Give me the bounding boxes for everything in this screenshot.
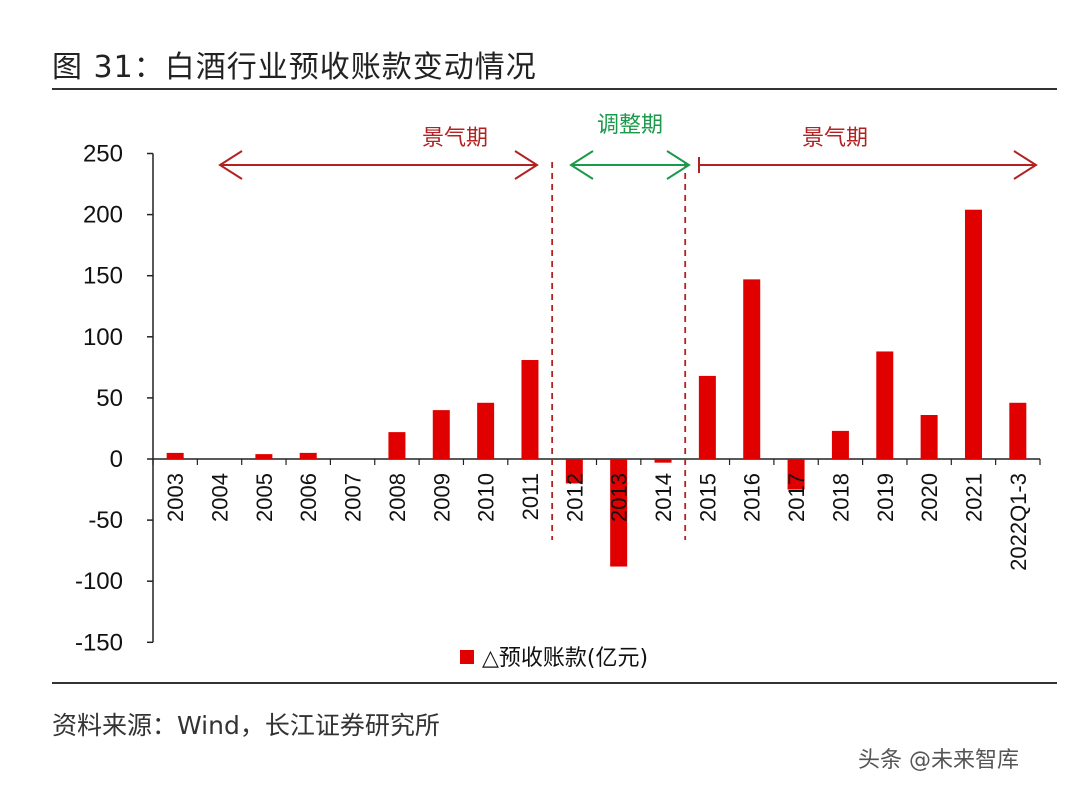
bar-2022Q1-3 [1009, 402, 1027, 459]
legend-swatch [460, 650, 474, 664]
watermark: 头条 @未来智库 [858, 748, 1019, 773]
bar-2012 [565, 459, 583, 484]
arrow-head-right [666, 150, 691, 180]
category-label: 2009 [429, 473, 454, 522]
bar-2003 [166, 452, 184, 459]
y-tick-label: 150 [83, 263, 123, 290]
top-rule [52, 88, 1057, 90]
bar-2016 [743, 279, 761, 459]
category-label: 2008 [385, 473, 410, 522]
bar-2017 [787, 459, 805, 490]
category-label: 2020 [917, 473, 942, 522]
bar-2011 [521, 360, 539, 459]
category-label: 2007 [341, 473, 366, 522]
arrow-head-right [1013, 150, 1038, 180]
category-label: 2003 [163, 473, 188, 522]
category-label: 2013 [607, 473, 632, 522]
arrow-head-left [569, 150, 594, 180]
bar-2020 [920, 415, 938, 459]
bottom-rule [52, 682, 1057, 684]
y-tick-label: 200 [83, 202, 123, 229]
figure-title: 图 31：白酒行业预收账款变动情况 [52, 50, 537, 85]
bar-2019 [876, 351, 894, 459]
bar-2009 [432, 410, 450, 459]
category-label: 2018 [828, 473, 853, 522]
category-label: 2011 [518, 473, 543, 520]
bar-2005 [255, 454, 273, 459]
period-label: 调整期 [597, 113, 663, 138]
y-tick-label: 0 [110, 446, 123, 473]
legend-label: △预收账款(亿元) [482, 646, 648, 671]
category-label: 2015 [695, 473, 720, 522]
y-tick-label: 100 [83, 324, 123, 351]
y-tick-label: -100 [75, 568, 123, 595]
category-label: 2005 [252, 473, 277, 522]
axes: 250 200 150 100 50 0 -50 -100 -150 [75, 141, 1041, 656]
bar-2006 [299, 452, 317, 459]
category-labels: 2003 2004 2005 2006 2007 2008 2009 2010 2011 2012… [163, 473, 1031, 571]
y-tick-label: -150 [75, 629, 123, 656]
period-label: 景气期 [802, 126, 868, 151]
source-note: 资料来源：Wind，长江证券研究所 [52, 711, 440, 740]
arrow-head-left [218, 150, 243, 180]
y-tick-label: -50 [88, 507, 123, 534]
bar-2018 [831, 430, 849, 459]
category-label: 2017 [784, 473, 809, 522]
category-label: 2004 [208, 473, 233, 522]
bar-2015 [698, 375, 716, 459]
period-label: 景气期 [422, 126, 488, 151]
category-label: 2012 [562, 473, 587, 522]
legend: △预收账款(亿元) [460, 646, 648, 671]
category-label: 2019 [873, 473, 898, 522]
bar-2013 [610, 459, 628, 567]
y-tick-label: 250 [83, 141, 123, 168]
category-label: 2022Q1-3 [1006, 473, 1031, 571]
bar-2008 [388, 432, 406, 459]
bar-2014 [654, 459, 672, 463]
y-tick-label: 50 [96, 385, 123, 412]
category-label: 2006 [296, 473, 321, 522]
category-label: 2021 [961, 473, 986, 522]
bars [166, 209, 1027, 567]
arrow-head-right [514, 150, 539, 180]
category-label: 2016 [740, 473, 765, 522]
category-label: 2010 [474, 473, 499, 522]
category-label: 2014 [651, 473, 676, 522]
bar-2021 [964, 209, 982, 459]
bar-2010 [477, 402, 495, 459]
